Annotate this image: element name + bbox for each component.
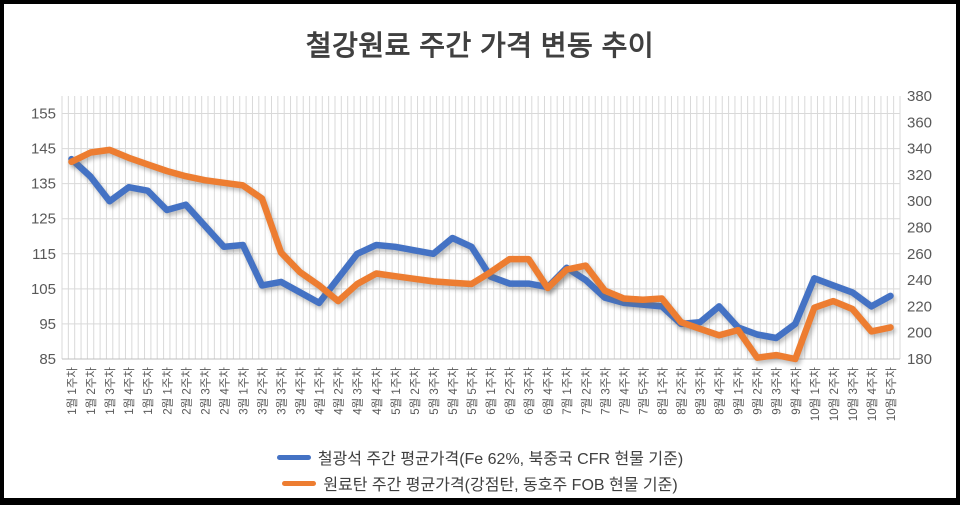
x-axis-label: 5월 1주차	[390, 367, 403, 415]
x-axis-label: 7월 4주차	[618, 367, 631, 415]
left-axis-tick-label: 85	[39, 351, 56, 368]
x-axis-label: 10월 4주차	[866, 367, 879, 422]
x-axis-label: 2월 2주차	[180, 367, 193, 415]
legend-label-coking-coal: 원료탄 주간 평균가격(강점탄, 동호주 FOB 현물 기준)	[323, 477, 678, 494]
right-axis-tick-label: 180	[907, 351, 932, 368]
x-axis-label: 6월 2주차	[504, 367, 517, 415]
left-axis-tick-label: 135	[31, 176, 56, 193]
chart-title: 철강원료 주간 가격 변동 추이	[305, 30, 655, 61]
right-axis-tick-label: 280	[907, 220, 932, 237]
series-line-coking-coal	[68, 146, 894, 363]
left-axis-tick-label: 155	[31, 106, 56, 123]
x-axis-label: 2월 1주차	[161, 367, 174, 415]
right-axis-tick-label: 200	[907, 325, 932, 342]
x-axis-label: 9월 4주차	[790, 367, 803, 415]
x-axis-label: 6월 1주차	[485, 367, 498, 415]
x-axis-label: 4월 1주차	[314, 367, 327, 415]
x-axis-label: 9월 2주차	[752, 367, 765, 415]
right-axis-tick-label: 240	[907, 272, 932, 289]
left-axis-tick-label: 95	[39, 316, 56, 333]
x-axis-label: 10월 2주차	[828, 367, 841, 422]
left-axis-tick-label: 105	[31, 281, 56, 298]
x-axis-label: 7월 5주차	[637, 367, 650, 415]
x-axis-label: 4월 2주차	[333, 367, 346, 415]
x-axis-label: 1월 4주차	[123, 367, 136, 415]
plot-area: 155 145 135 125 115 105 95 85 380 360 340 320 300 280…	[31, 88, 932, 422]
x-axis-label: 6월 4주차	[542, 367, 555, 415]
x-axis-label: 7월 2주차	[580, 367, 593, 415]
right-axis-tick-label: 260	[907, 246, 932, 263]
series-marker-iron-ore	[276, 454, 311, 460]
right-axis-tick-label: 340	[907, 141, 932, 158]
right-axis-tick-label: 360	[907, 114, 932, 131]
x-axis-label: 3월 3주차	[276, 367, 289, 415]
x-axis-label: 10월 1주차	[809, 367, 822, 422]
left-axis-tick-label: 125	[31, 211, 56, 228]
x-axis-label: 5월 4주차	[447, 367, 460, 415]
x-axis-label: 3월 4주차	[295, 367, 308, 415]
x-axis-label: 1월 5주차	[142, 367, 155, 415]
x-axis-label: 3월 2주차	[256, 367, 269, 415]
legend-label-iron-ore: 철광석 주간 평균가격(Fe 62%, 북중국 CFR 현물 기준)	[317, 451, 684, 468]
series-line-iron-ore	[68, 155, 894, 342]
x-axis-label: 1월 1주차	[66, 367, 79, 415]
x-axis-label: 6월 3주차	[523, 367, 536, 415]
x-axis-label: 8월 3주차	[695, 367, 708, 415]
x-axis-label: 5월 5주차	[466, 367, 479, 415]
x-axis-label: 10월 5주차	[885, 367, 898, 422]
legend-item-iron-ore: 철광석 주간 평균가격(Fe 62%, 북중국 CFR 현물 기준)	[4, 444, 956, 470]
x-axis-label: 9월 1주차	[733, 367, 746, 415]
right-axis-tick-label: 220	[907, 298, 932, 315]
x-axis-label: 8월 4주차	[714, 367, 727, 415]
right-axis-tick-label: 300	[907, 193, 932, 210]
x-axis-label: 1월 3주차	[104, 367, 117, 415]
x-axis-label: 2월 4주차	[218, 367, 231, 415]
x-axis-label: 5월 3주차	[428, 367, 441, 415]
x-axis-label: 1월 2주차	[85, 367, 98, 415]
x-axis-label: 2월 3주차	[199, 367, 212, 415]
x-axis-label: 8월 2주차	[675, 367, 688, 415]
x-axis-label: 5월 2주차	[409, 367, 422, 415]
series-marker-coking-coal	[282, 480, 317, 486]
left-axis-tick-label: 145	[31, 141, 56, 158]
legend-item-coking-coal: 원료탄 주간 평균가격(강점탄, 동호주 FOB 현물 기준)	[4, 470, 956, 496]
left-axis-tick-label: 115	[32, 246, 56, 263]
legend: 철광석 주간 평균가격(Fe 62%, 북중국 CFR 현물 기준) 원료탄 주…	[4, 444, 956, 496]
right-axis-tick-label: 380	[907, 88, 932, 105]
x-axis-label: 7월 3주차	[599, 367, 612, 415]
right-axis-tick-label: 320	[907, 167, 932, 184]
x-axis-label: 10월 3주차	[847, 367, 860, 422]
x-axis-label: 4월 3주차	[352, 367, 365, 415]
x-axis-label: 9월 3주차	[771, 367, 784, 415]
x-axis-label: 3월 1주차	[237, 367, 250, 415]
x-axis-label: 4월 4주차	[371, 367, 384, 415]
x-axis-label: 7월 1주차	[561, 367, 574, 415]
x-axis-label: 8월 1주차	[656, 367, 669, 415]
